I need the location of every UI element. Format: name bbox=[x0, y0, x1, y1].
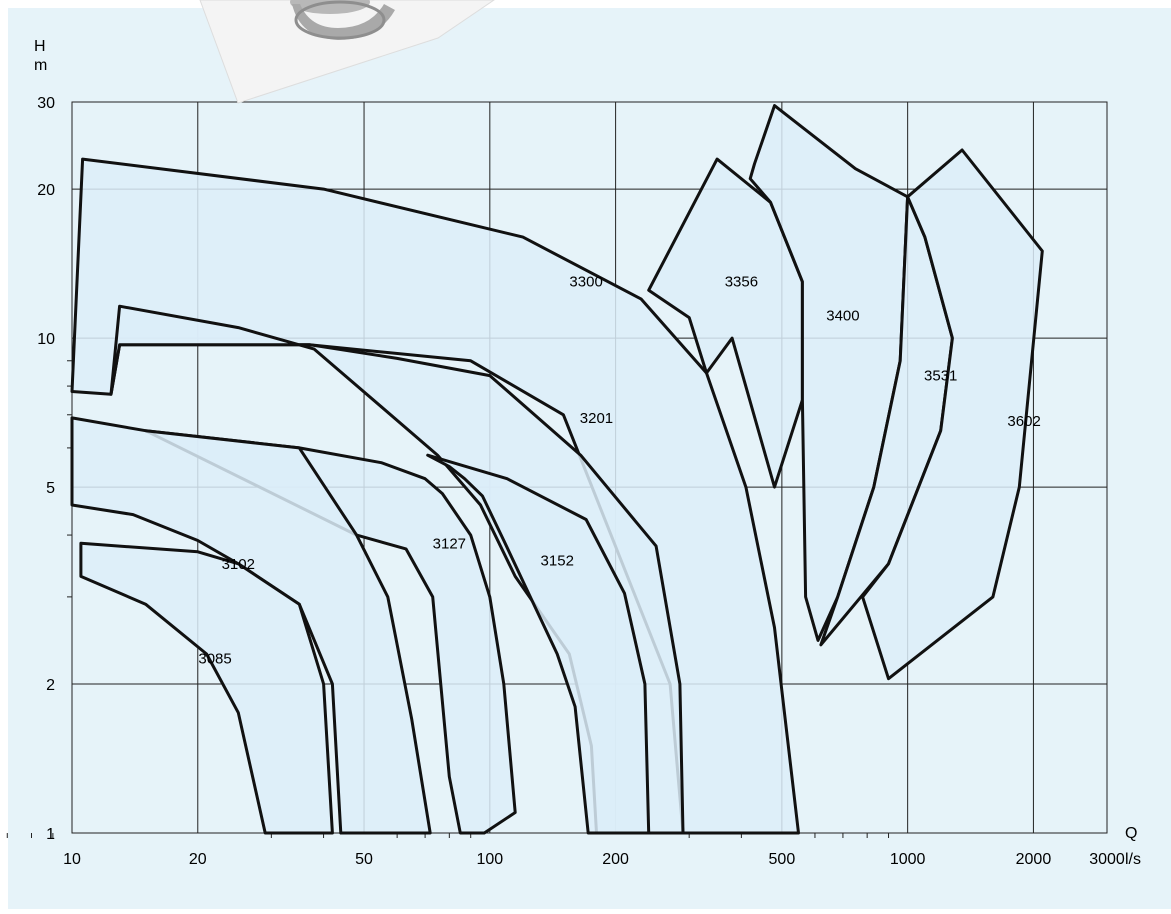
y-tick-label: 10 bbox=[37, 331, 55, 348]
region-label-3356: 3356 bbox=[725, 274, 758, 291]
region-label-3300: 3300 bbox=[569, 274, 602, 291]
pump-region-3127 bbox=[144, 429, 517, 835]
region-label-3531: 3531 bbox=[924, 368, 957, 385]
region-label-3152: 3152 bbox=[541, 553, 574, 570]
pump-photo bbox=[199, 0, 495, 104]
x-axis-title-q: Q bbox=[1125, 825, 1137, 842]
axes: H m Q l/s 10 20 50 100 200 500 1000 2000 3000 1 2 5… bbox=[34, 38, 1141, 868]
pump-region-3602 bbox=[861, 148, 1044, 681]
x-tick-label: 20 bbox=[189, 851, 207, 868]
y-tick-label: 20 bbox=[37, 182, 55, 199]
x-tick-label: 2000 bbox=[1016, 851, 1052, 868]
x-tick-label: 3000 bbox=[1089, 851, 1125, 868]
region-label-3127: 3127 bbox=[433, 535, 466, 552]
y-axis-title-h: H bbox=[34, 38, 46, 55]
pump-region-3102 bbox=[70, 416, 432, 835]
x-tick-label: 10 bbox=[63, 851, 81, 868]
x-tick-label: 100 bbox=[476, 851, 503, 868]
y-tick-label: 5 bbox=[46, 480, 55, 497]
pump-region-3152 bbox=[426, 453, 651, 835]
pump-region-3085 bbox=[79, 541, 334, 835]
y-axis-title-m: m bbox=[34, 57, 47, 74]
x-axis-title-ls: l/s bbox=[1125, 851, 1141, 868]
y-tick-label: 1 bbox=[46, 826, 55, 843]
x-tick-label: 50 bbox=[355, 851, 373, 868]
region-label-3102: 3102 bbox=[222, 556, 255, 573]
pump-region-3400 bbox=[748, 104, 910, 642]
region-label-3602: 3602 bbox=[1007, 413, 1040, 430]
region-label-3201: 3201 bbox=[580, 410, 613, 427]
region-label-3085: 3085 bbox=[198, 651, 231, 668]
y-tick-label: 30 bbox=[37, 95, 55, 112]
pump-regions bbox=[70, 104, 1044, 835]
pump-region-3356 bbox=[647, 157, 804, 489]
x-tick-label: 1000 bbox=[890, 851, 926, 868]
region-label-3400: 3400 bbox=[826, 308, 859, 325]
y-tick-label: 2 bbox=[46, 677, 55, 694]
x-tick-label: 500 bbox=[769, 851, 796, 868]
region-labels: 3300 3201 3127 3152 3102 3085 3356 3400 3531 3602 bbox=[198, 274, 1040, 668]
x-tick-label: 200 bbox=[602, 851, 629, 868]
